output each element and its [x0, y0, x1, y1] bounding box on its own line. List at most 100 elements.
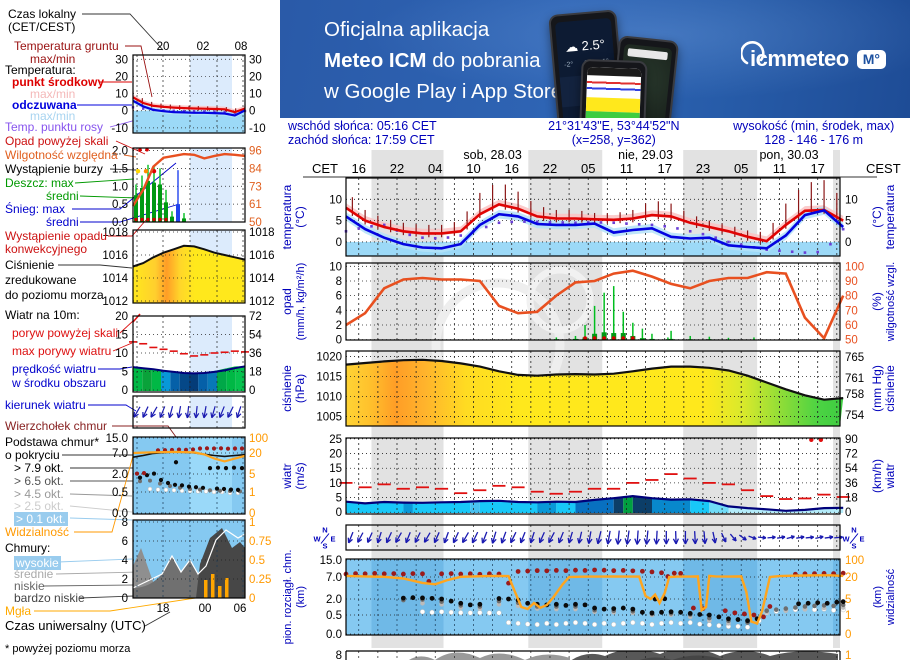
svg-text:11: 11 [773, 161, 787, 176]
svg-text:1: 1 [249, 517, 255, 529]
svg-text:(°C): (°C) [293, 206, 307, 227]
thumb-pressure [132, 229, 246, 304]
banner-line1: Oficjalna aplikacja [324, 18, 490, 41]
thumb-precipitation [131, 147, 246, 223]
svg-text:761: 761 [845, 373, 864, 385]
legend-label-9: Temp. punktu rosy [5, 120, 104, 134]
svg-text:10: 10 [115, 348, 128, 360]
legend-label-26: w środku obszaru [12, 376, 107, 390]
svg-text:0: 0 [249, 385, 255, 397]
svg-text:02: 02 [197, 41, 210, 53]
temperature-panel [344, 177, 845, 257]
svg-text:ciśnienie: ciśnienie [280, 365, 294, 412]
svg-text:E: E [330, 535, 335, 544]
svg-text:0.25: 0.25 [249, 574, 271, 586]
svg-text:(km): (km) [295, 586, 307, 608]
thumb-clouds [132, 436, 246, 515]
legend-sidebar: Czas lokalny (CET/CEST) Temperatura gruntu… [0, 0, 280, 660]
legend-label-39: średnie [14, 567, 54, 581]
svg-text:4: 4 [122, 555, 129, 567]
svg-text:2.0: 2.0 [112, 146, 128, 158]
svg-text:(°C): (°C) [870, 206, 884, 227]
svg-text:15: 15 [115, 330, 128, 342]
svg-text:7.0: 7.0 [326, 572, 342, 584]
svg-text:N: N [851, 526, 856, 535]
svg-text:1016: 1016 [102, 250, 128, 262]
svg-text:widzialność: widzialność [885, 568, 897, 626]
wind-direction-panel [345, 524, 843, 551]
svg-text:S: S [851, 542, 856, 551]
svg-text:90: 90 [845, 434, 858, 446]
banner-line3: w Google Play i App Store [324, 80, 563, 103]
svg-text:0: 0 [122, 593, 128, 605]
svg-text:50: 50 [845, 335, 858, 347]
sun-times: wschód słońca: 05:16 CET zachód słońca: … [280, 119, 510, 147]
legend-label-32: > 6.5 okt. [14, 474, 64, 488]
svg-text:1.5: 1.5 [112, 163, 128, 175]
legend-label-44: * powyżej poziomu morza [5, 643, 131, 655]
svg-text:10: 10 [329, 478, 342, 490]
svg-text:1018: 1018 [102, 227, 128, 239]
legend-label-23: poryw powyżej skali [12, 326, 119, 340]
svg-text:2.0: 2.0 [326, 594, 342, 606]
legend-label-8: max/min [30, 109, 76, 123]
legend-label-6: max/min [30, 87, 76, 101]
legend-label-37: Chmury: [5, 541, 51, 555]
svg-text:100: 100 [845, 261, 864, 273]
svg-text:1016: 1016 [249, 250, 275, 262]
svg-text:20: 20 [329, 449, 342, 461]
precipitation-panel [345, 262, 845, 341]
legend-label-41: bardzo niskie [14, 591, 85, 605]
svg-text:0.5: 0.5 [112, 199, 128, 211]
svg-text:5: 5 [122, 367, 128, 379]
legend-label-31: > 7.9 okt. [14, 461, 64, 475]
svg-text:W: W [313, 535, 321, 544]
svg-text:pon, 30.03: pon, 30.03 [759, 148, 818, 162]
legend-label-35: > 0.1 okt. [14, 512, 68, 526]
svg-text:18: 18 [845, 493, 858, 505]
legend-label-12: Wystąpienie burzy [5, 162, 103, 176]
svg-text:18: 18 [157, 603, 170, 615]
svg-text:30: 30 [249, 54, 262, 66]
svg-text:25: 25 [329, 434, 342, 446]
svg-text:0.5: 0.5 [249, 555, 265, 567]
legend-label-21: do poziomu morza [5, 288, 104, 302]
legend-label-40: niskie [14, 579, 45, 593]
svg-text:0.0: 0.0 [326, 629, 342, 641]
svg-text:22: 22 [543, 161, 557, 176]
legend-label-33: > 4.5 okt. [14, 487, 64, 501]
svg-text:1: 1 [845, 650, 851, 660]
legend-label-4: Temperatura: [5, 63, 76, 77]
grid-coordinates: (x=258, y=362) [571, 133, 656, 147]
clouds-visibility-panel [343, 558, 846, 636]
legend-label-36: Widzialność [5, 525, 70, 539]
svg-text:72: 72 [845, 449, 858, 461]
svg-text:(m/s): (m/s) [293, 462, 307, 489]
svg-text:72: 72 [249, 311, 262, 323]
svg-text:16: 16 [352, 161, 366, 176]
svg-text:61: 61 [249, 199, 262, 211]
svg-text:wiatr: wiatr [883, 463, 897, 489]
svg-text:1010: 1010 [316, 391, 342, 403]
legend-label-15: Śnieg: max [5, 202, 66, 216]
svg-text:W: W [842, 535, 850, 544]
svg-text:temperatura: temperatura [883, 184, 897, 249]
svg-text:8: 8 [122, 517, 128, 529]
icmmeteo-logo: icmmeteo M° [741, 41, 886, 72]
svg-text:100: 100 [845, 555, 864, 567]
svg-text:-10: -10 [111, 123, 128, 135]
altitude-info: wysokość (min, środek, max) 128 - 146 - … [717, 119, 910, 147]
legend-label-13: Deszcz: max [5, 176, 74, 190]
meteo-icm-app-banner[interactable]: Oficjalna aplikacja Meteo ICM do pobrani… [280, 0, 910, 118]
svg-text:36: 36 [845, 478, 858, 490]
svg-text:5: 5 [845, 216, 851, 228]
legend-label-38: wysokie [14, 556, 61, 570]
svg-text:sob, 28.03: sob, 28.03 [463, 148, 521, 162]
legend-label-7: odczuwana [12, 98, 77, 112]
legend-label-18: konwekcyjnego [5, 242, 88, 256]
legend-label-28: Wierzchołek chmur [5, 419, 108, 433]
svg-text:N: N [322, 526, 327, 535]
altitude-label: wysokość (min, środek, max) [733, 119, 895, 133]
svg-text:5: 5 [845, 594, 851, 606]
